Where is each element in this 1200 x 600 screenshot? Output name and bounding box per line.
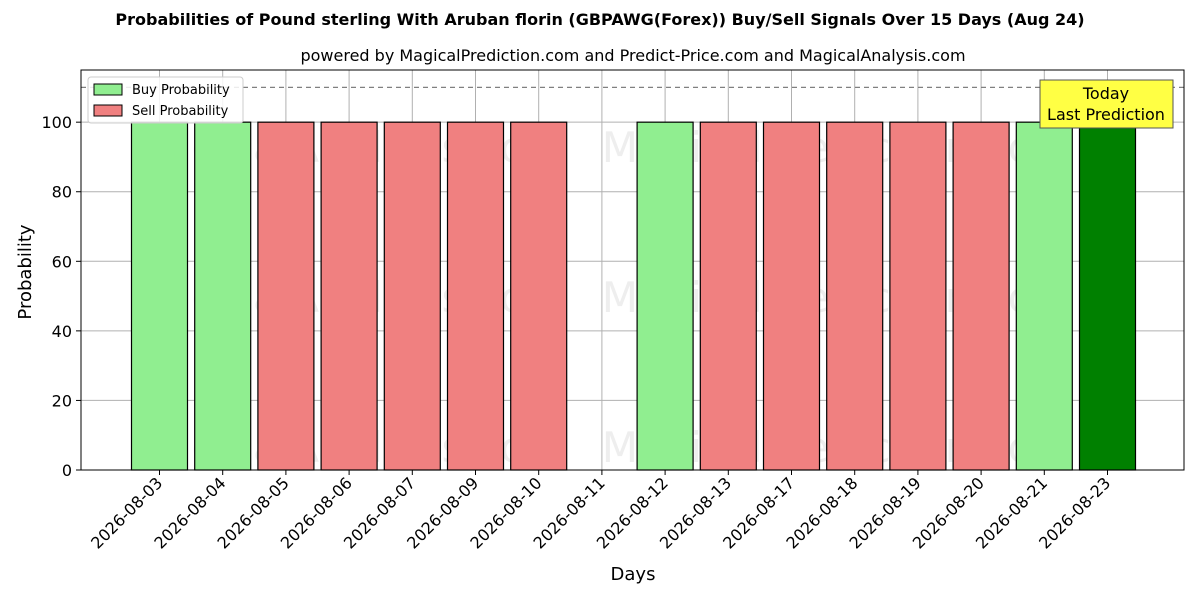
bar-sell <box>257 121 315 471</box>
bar-sell <box>699 121 757 471</box>
y-tick-label: 0 <box>62 461 72 480</box>
y-tick-label: 20 <box>52 391 72 410</box>
x-axis-label: Days <box>611 564 656 585</box>
bar-buy <box>130 121 189 471</box>
plot-frame <box>80 69 1185 471</box>
legend-swatch <box>93 104 123 117</box>
y-tick-label: 40 <box>52 322 72 341</box>
today-annotation: Today Last Prediction <box>1039 79 1174 129</box>
legend-swatch <box>93 83 123 96</box>
bar-sell <box>510 121 568 471</box>
bars-group <box>130 121 1137 471</box>
bar-buy <box>636 121 694 471</box>
x-axis: 2026-08-032026-08-042026-08-052026-08-06… <box>87 470 1114 553</box>
annotation-line-2: Last Prediction <box>1047 105 1165 124</box>
legend: Buy Probability Sell Probability <box>87 76 244 124</box>
annotation-line-1: Today <box>1082 84 1129 103</box>
bar-buy <box>194 121 252 471</box>
y-axis: 0 20 40 60 80 100 <box>41 113 81 480</box>
y-tick-label: 80 <box>52 183 72 202</box>
y-axis-label: Probability <box>15 224 36 319</box>
legend-label: Buy Probability <box>132 83 230 98</box>
bar-sell <box>889 121 947 471</box>
bar-sell <box>826 121 884 471</box>
bar-sell <box>383 121 441 471</box>
bar-sell <box>762 121 821 471</box>
legend-box <box>87 76 244 124</box>
y-tick-label: 100 <box>41 113 72 132</box>
legend-label: Sell Probability <box>132 104 229 119</box>
bar-sell <box>952 121 1010 471</box>
bar-sell <box>320 121 378 471</box>
bar-buy <box>1015 121 1073 471</box>
bar-today <box>1078 121 1137 471</box>
y-tick-label: 60 <box>52 252 72 271</box>
annotation-box <box>1039 79 1174 129</box>
bar-sell <box>446 121 505 471</box>
chart-subtitle: powered by MagicalPrediction.com and Pre… <box>300 46 966 65</box>
chart-title: Probabilities of Pound sterling With Aru… <box>115 10 1085 29</box>
